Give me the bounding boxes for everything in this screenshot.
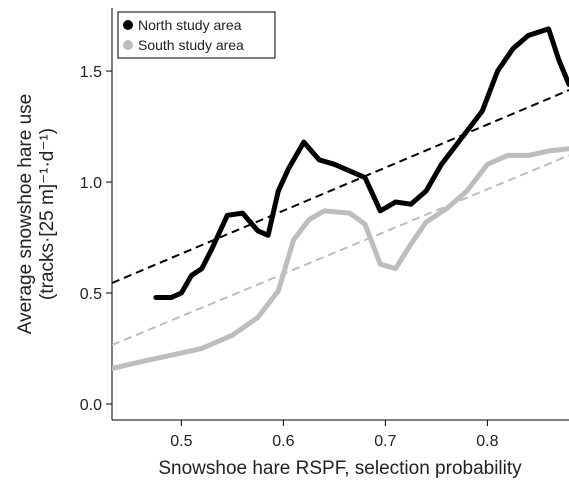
- data-line: [153, 26, 569, 300]
- x-tick-label: 0.5: [170, 433, 192, 450]
- y-tick-label: 1.0: [80, 175, 102, 192]
- trend-line: [112, 89, 569, 284]
- x-axis-label: Snowshoe hare RSPF, selection probabilit…: [158, 458, 522, 479]
- x-tick-label: 0.6: [272, 433, 294, 450]
- x-tick-label: 0.8: [476, 433, 498, 450]
- y-axis-label: Average snowshoe hare use: [15, 94, 36, 334]
- legend-marker: [123, 40, 133, 50]
- plot-area: [112, 26, 569, 371]
- data-line: [112, 146, 569, 371]
- y-axis-label: (tracks·[25 m]⁻¹·d⁻¹): [37, 128, 58, 300]
- y-tick-label: 0.5: [80, 286, 102, 303]
- y-tick-label: 1.5: [80, 64, 102, 81]
- legend-label: South study area: [138, 37, 244, 53]
- trend-line: [112, 154, 569, 346]
- x-tick-label: 0.7: [374, 433, 396, 450]
- legend-marker: [123, 20, 133, 30]
- y-tick-label: 0.0: [80, 397, 102, 414]
- legend-label: North study area: [138, 17, 242, 33]
- legend-box: [117, 11, 276, 59]
